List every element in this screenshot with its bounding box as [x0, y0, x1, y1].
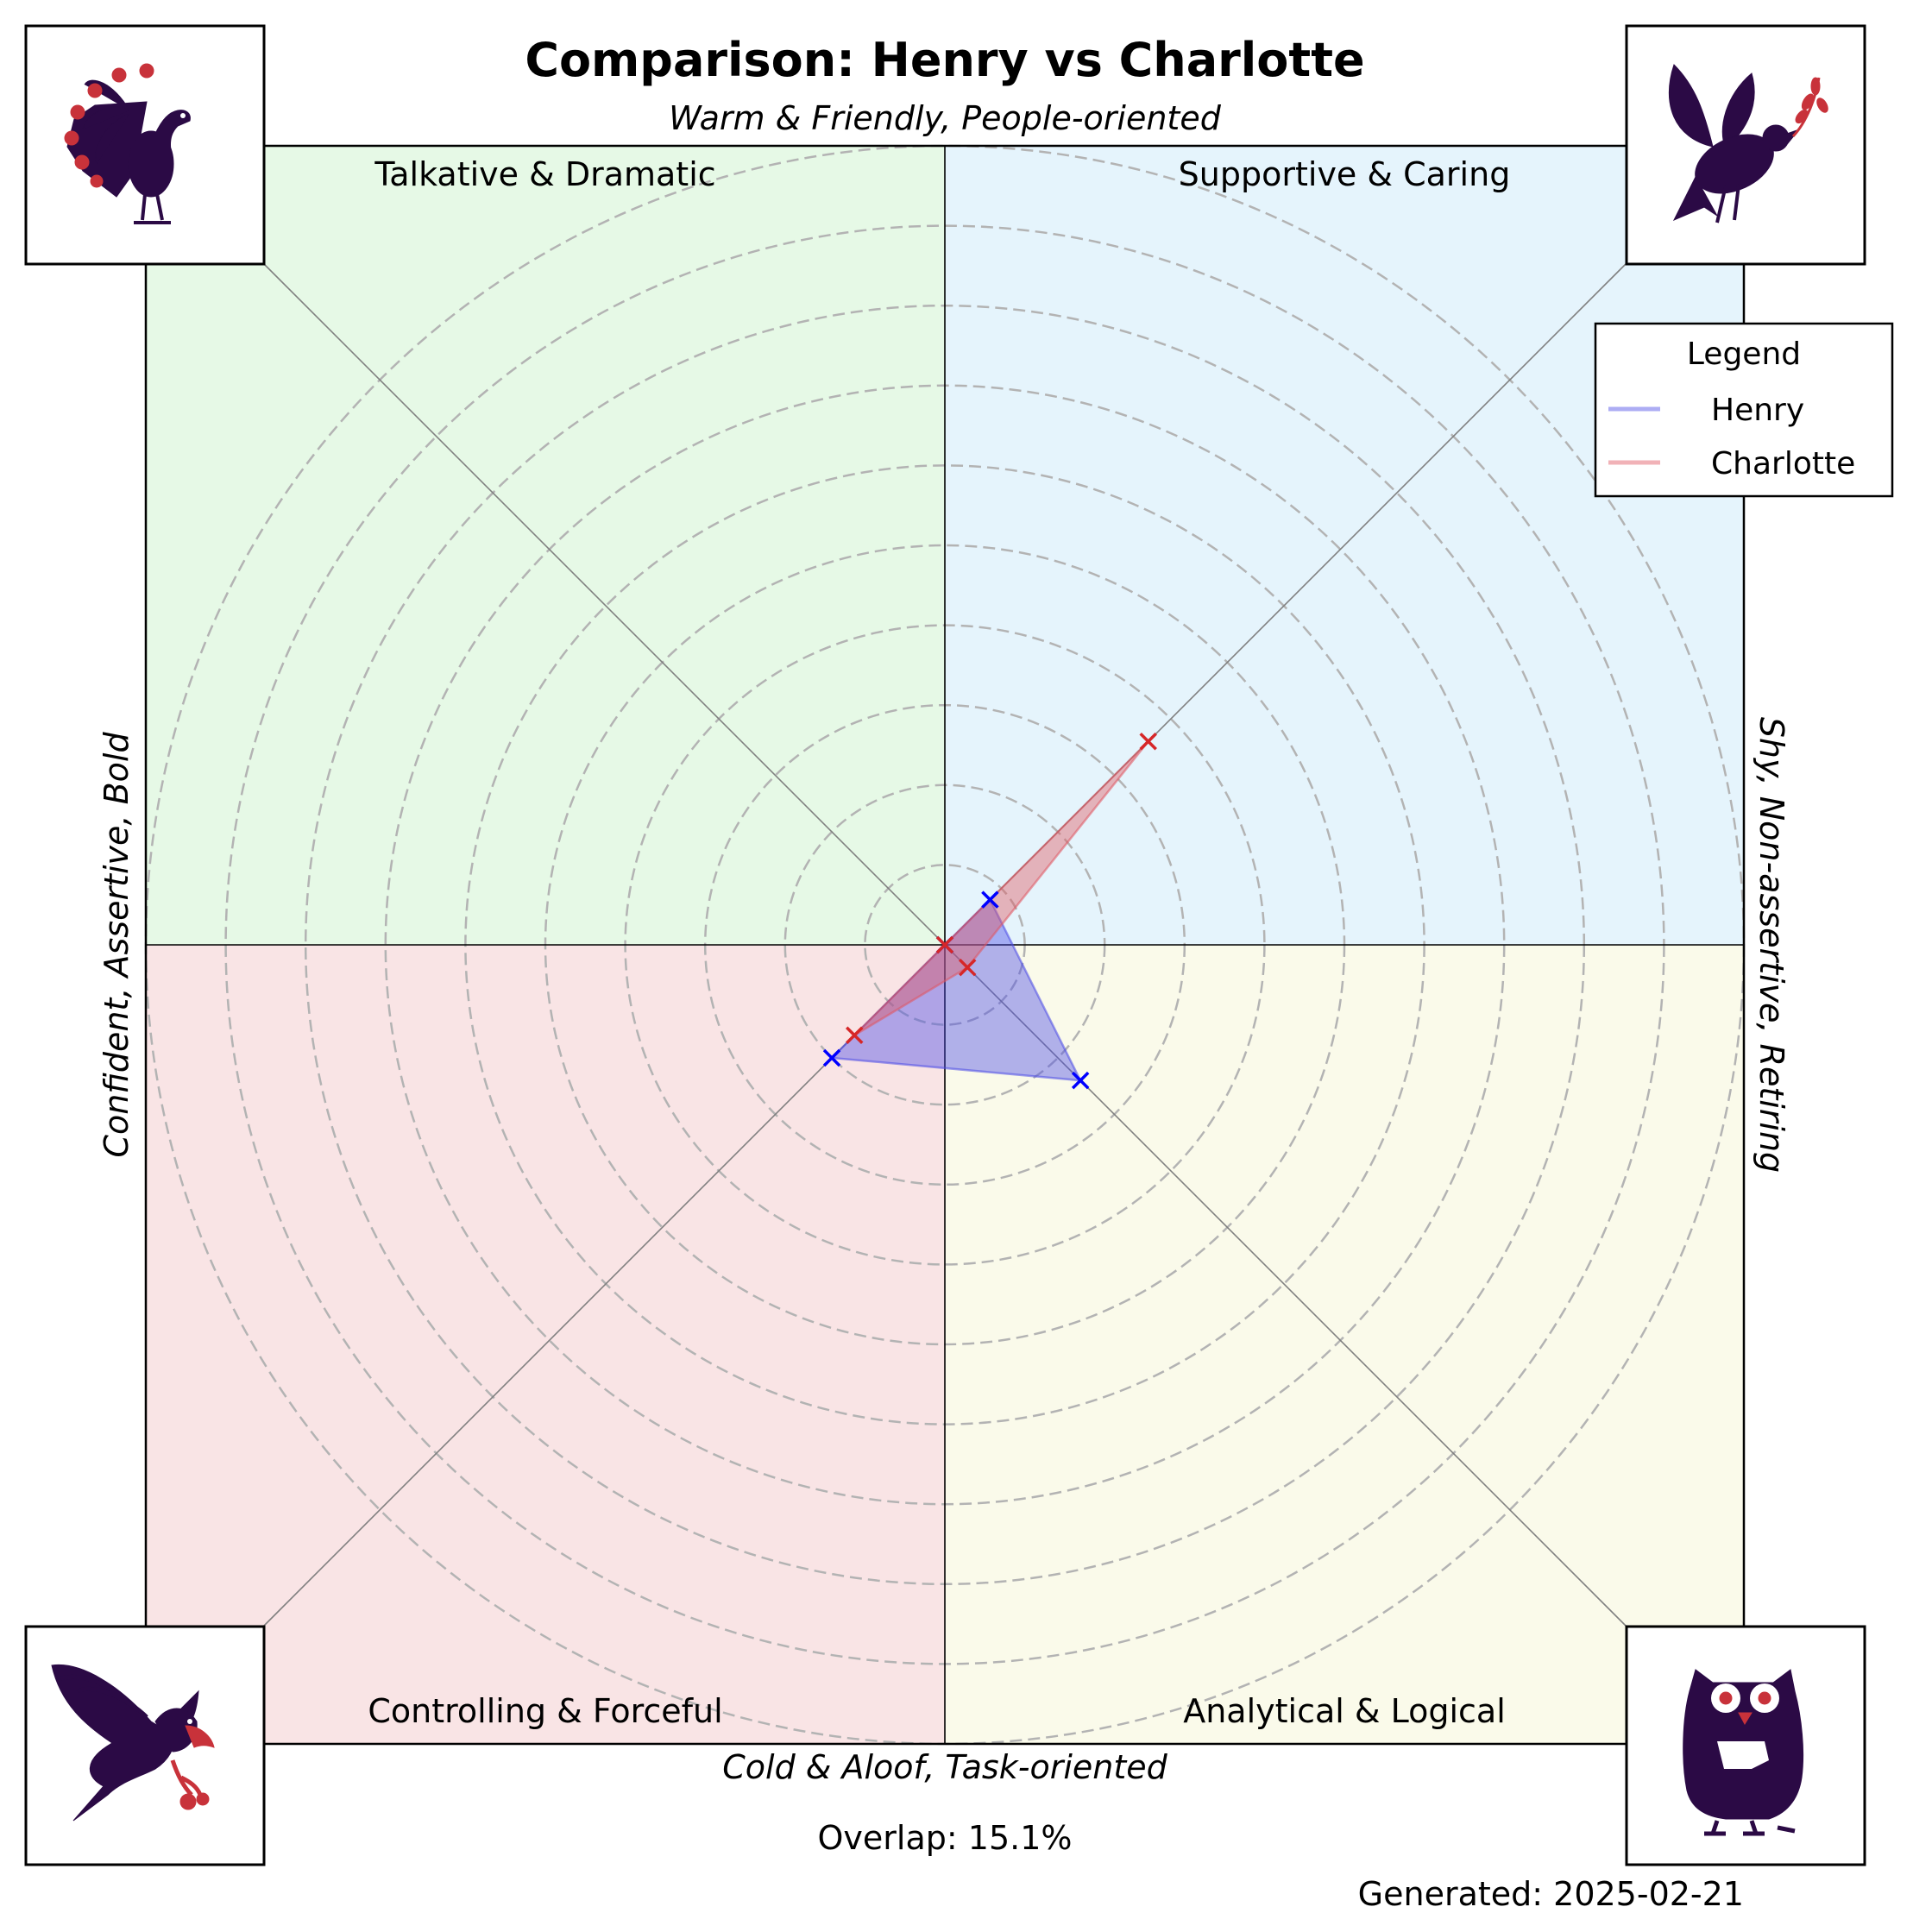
quadrant-label-supportive: Supportive & Caring — [1179, 155, 1511, 193]
peacock-icon — [24, 24, 266, 266]
quadrant-label-talkative: Talkative & Dramatic — [374, 155, 715, 193]
legend-label-henry: Henry — [1711, 393, 1804, 428]
point-henry — [1071, 1071, 1090, 1090]
overlap-text: Overlap: 15.1% — [818, 1819, 1073, 1857]
plot-frame — [144, 144, 1746, 1746]
axis-label-left: Confident, Assertive, Bold — [98, 732, 135, 1158]
point-henry — [822, 1048, 841, 1067]
chart-title: Comparison: Henry vs Charlotte — [525, 33, 1364, 87]
generated-date: Generated: 2025-02-21 — [1358, 1875, 1744, 1913]
dove-icon — [1625, 24, 1866, 266]
axis-label-right: Shy, Non-assertive, Retiring — [1753, 717, 1790, 1173]
axis-label-top: Warm & Friendly, People-oriented — [669, 99, 1222, 137]
series-layer — [822, 733, 1157, 1090]
quadrant-label-analytical: Analytical & Logical — [1183, 1692, 1506, 1730]
point-charlotte — [958, 958, 977, 977]
point-henry — [981, 890, 999, 909]
point-charlotte — [935, 935, 954, 954]
owl-icon — [1625, 1625, 1866, 1866]
quadrant-label-controlling: Controlling & Forceful — [368, 1692, 722, 1730]
point-charlotte — [1139, 733, 1157, 751]
legend: Legend Henry Charlotte — [1594, 322, 1894, 498]
legend-label-charlotte: Charlotte — [1711, 446, 1855, 481]
legend-title: Legend — [1687, 337, 1801, 372]
eagle-icon — [24, 1625, 266, 1866]
axis-label-bottom: Cold & Aloof, Task-oriented — [722, 1748, 1167, 1786]
point-charlotte — [845, 1026, 864, 1044]
legend-box — [1594, 322, 1894, 498]
